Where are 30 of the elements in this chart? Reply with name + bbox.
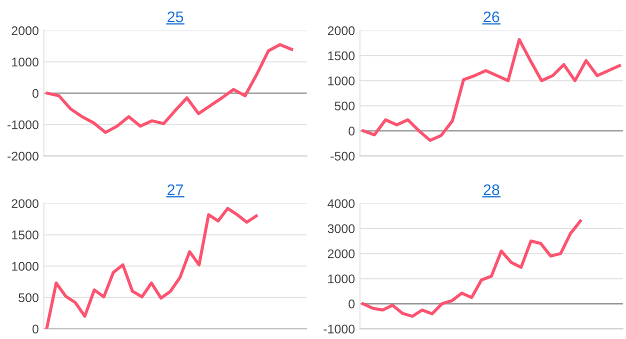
y-tick-label: 4000 xyxy=(328,199,355,208)
chart-title: 28 xyxy=(484,184,500,196)
y-tick-label: -1000 xyxy=(8,120,38,130)
y-tick-label: -1000 xyxy=(324,324,355,334)
y-tick-label: 0 xyxy=(348,300,355,308)
y-tick-label: 1500 xyxy=(12,230,38,240)
y-tick-label: 1000 xyxy=(328,76,355,86)
y-tick-label: 0 xyxy=(348,126,355,136)
chart-title: 26 xyxy=(484,12,500,22)
y-tick-label: 1000 xyxy=(12,262,38,271)
line-series xyxy=(45,206,258,329)
y-tick-label: 0 xyxy=(32,324,38,334)
y-tick-label: 2000 xyxy=(12,26,38,36)
y-tick-label: 3000 xyxy=(328,224,355,234)
chart-title: 25 xyxy=(168,12,184,22)
y-tick-label: 2000 xyxy=(328,249,355,258)
y-tick-label: 500 xyxy=(18,293,38,302)
line-series xyxy=(46,43,294,134)
line-series xyxy=(361,219,582,318)
y-tick-label: 2000 xyxy=(328,26,355,36)
y-tick-label: 2000 xyxy=(12,199,38,208)
line-series xyxy=(362,38,622,142)
y-tick-label: 500 xyxy=(334,102,355,110)
y-tick-label: 1000 xyxy=(328,274,355,284)
y-tick-label: -500 xyxy=(330,152,355,161)
y-tick-label: 1000 xyxy=(12,58,38,67)
chart-title: 27 xyxy=(168,184,184,196)
y-tick-label: 1500 xyxy=(328,51,355,60)
y-tick-label: -2000 xyxy=(8,152,38,161)
y-tick-label: 0 xyxy=(32,89,38,98)
